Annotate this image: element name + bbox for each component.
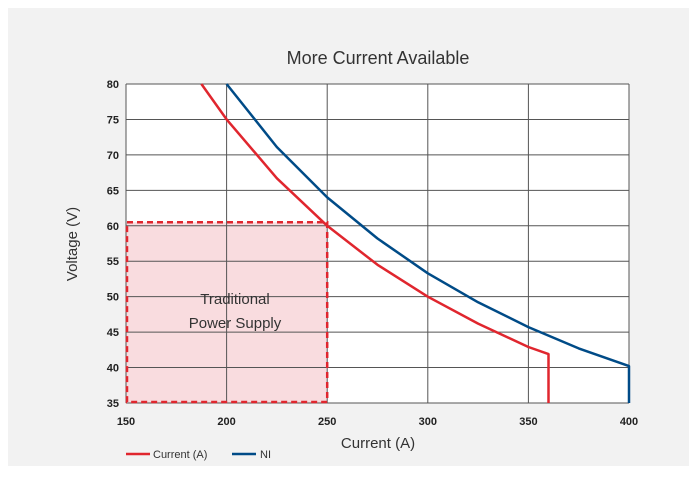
y-tick-label-60: 60: [107, 221, 119, 233]
x-tick-label-200: 200: [217, 416, 235, 428]
region-border-0: [125, 220, 329, 404]
y-axis-label: Voltage (V): [64, 207, 81, 281]
legend-label-ni: NI: [260, 449, 271, 461]
chart: 150 200 250 300 350 400 35 40 45 50 55 60 65 70 75 80 M…: [64, 48, 638, 461]
x-tick-label-350: 350: [519, 416, 537, 428]
y-tick-label-65: 65: [107, 185, 119, 197]
legend-label-current: Current (A): [153, 449, 207, 461]
x-tick-label-400: 400: [620, 416, 638, 428]
y-tick-label-75: 75: [107, 114, 119, 126]
legend: Current (A) NI: [126, 449, 271, 461]
chart-card: 150 200 250 300 350 400 35 40 45 50 55 60 65 70 75 80 M…: [8, 8, 689, 466]
x-tick-label-250: 250: [318, 416, 336, 428]
x-tick-label-150: 150: [117, 416, 135, 428]
x-axis-label: Current (A): [341, 435, 415, 452]
y-tick-label-40: 40: [107, 363, 119, 375]
chart-title: More Current Available: [287, 48, 470, 68]
region-label-line-1: Traditional: [200, 291, 269, 308]
y-tick-label-70: 70: [107, 150, 119, 162]
region-label-line-2: Power Supply: [189, 315, 282, 332]
y-tick-label-80: 80: [107, 79, 119, 91]
series-line-ni: [225, 83, 631, 403]
grid-layer: [125, 83, 630, 404]
series-line-current: [200, 83, 550, 403]
y-tick-label-55: 55: [107, 256, 119, 268]
series-layer: [200, 83, 631, 403]
y-tick-label-45: 45: [107, 327, 119, 339]
y-tick-label-35: 35: [107, 398, 119, 410]
y-tick-label-50: 50: [107, 292, 119, 304]
region-border-layer: [125, 220, 329, 404]
tick-layer: 150 200 250 300 350 400 35 40 45 50 55 60 65 70 75 80: [107, 79, 638, 428]
x-tick-label-300: 300: [419, 416, 437, 428]
